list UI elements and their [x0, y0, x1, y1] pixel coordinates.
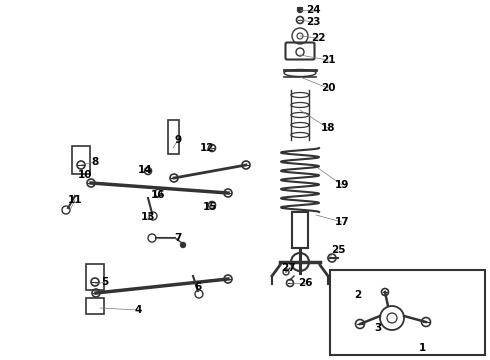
Text: 24: 24: [306, 5, 320, 15]
Text: 9: 9: [174, 135, 182, 145]
Text: 2: 2: [354, 290, 362, 300]
Bar: [86, 264, 104, 290]
Text: 19: 19: [335, 180, 349, 190]
Text: 22: 22: [311, 33, 325, 43]
Circle shape: [180, 243, 186, 248]
Text: 10: 10: [78, 170, 92, 180]
Text: 12: 12: [200, 143, 214, 153]
Text: 17: 17: [335, 217, 349, 227]
Text: 16: 16: [151, 190, 165, 200]
Text: 8: 8: [91, 157, 98, 167]
Text: 27: 27: [281, 263, 295, 273]
Text: 4: 4: [134, 305, 142, 315]
Text: 6: 6: [195, 282, 201, 292]
Text: 20: 20: [321, 83, 335, 93]
Text: 18: 18: [321, 123, 335, 133]
Text: 5: 5: [101, 277, 109, 287]
Bar: [330, 270, 485, 355]
Text: 14: 14: [138, 165, 152, 175]
Text: 26: 26: [298, 278, 312, 288]
Text: 23: 23: [306, 17, 320, 27]
Text: 15: 15: [203, 202, 217, 212]
Text: 1: 1: [418, 343, 426, 353]
Text: 3: 3: [374, 323, 382, 333]
Text: 21: 21: [321, 55, 335, 65]
Text: 7: 7: [174, 233, 182, 243]
Text: 25: 25: [331, 245, 345, 255]
Text: 13: 13: [141, 212, 155, 222]
Bar: [168, 120, 179, 154]
Text: 11: 11: [68, 195, 82, 205]
Circle shape: [297, 8, 302, 13]
Bar: [86, 298, 104, 314]
Bar: [72, 146, 90, 174]
